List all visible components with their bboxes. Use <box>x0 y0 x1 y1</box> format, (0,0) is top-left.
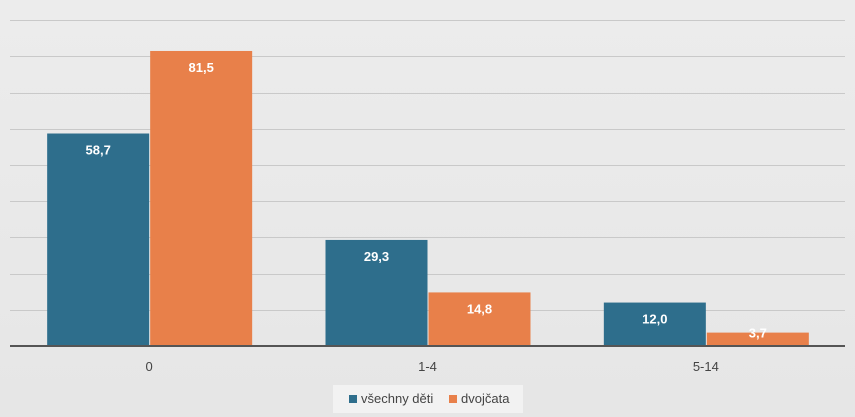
data-label: 12,0 <box>642 312 667 327</box>
legend-swatch <box>449 395 457 403</box>
data-label: 14,8 <box>467 301 492 316</box>
legend-swatch <box>349 395 357 403</box>
data-label: 29,3 <box>364 249 389 264</box>
bar-series1-5-14 <box>603 302 706 346</box>
bar-series2-1-4 <box>428 292 531 346</box>
x-tick-label: 0 <box>146 359 153 374</box>
bar-series2-0 <box>150 50 253 346</box>
data-label: 81,5 <box>189 60 214 75</box>
legend-label: dvojčata <box>461 391 510 406</box>
data-label: 58,7 <box>86 143 111 158</box>
x-tick-label: 1-4 <box>418 359 437 374</box>
bar-series1-0 <box>47 133 150 346</box>
legend-label: všechny děti <box>361 391 433 406</box>
data-label: 3,7 <box>749 326 767 341</box>
legend <box>333 385 523 413</box>
bar-series2-5-14 <box>706 332 809 346</box>
x-tick-label: 5-14 <box>693 359 719 374</box>
bar-series1-1-4 <box>325 239 428 346</box>
